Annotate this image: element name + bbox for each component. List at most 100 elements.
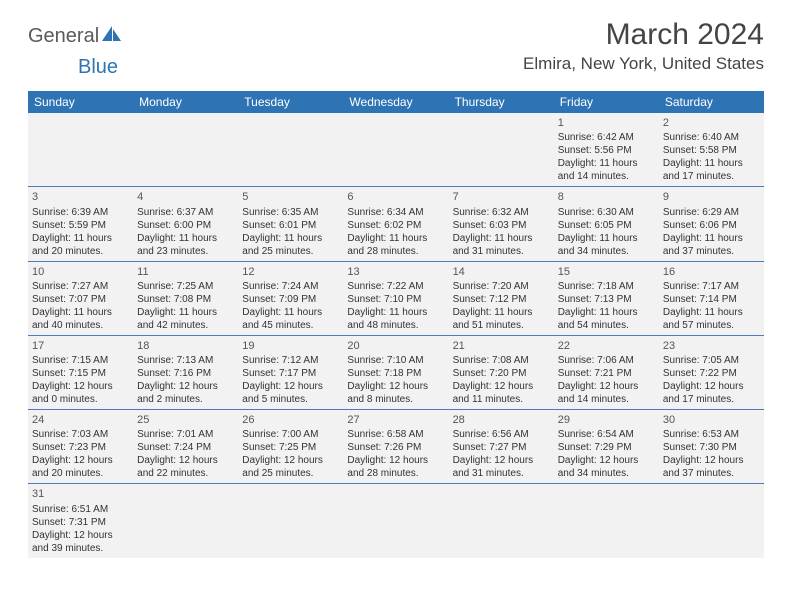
day-number: 17 — [32, 339, 129, 353]
col-thursday: Thursday — [449, 91, 554, 113]
day-info-line: Sunset: 7:27 PM — [453, 441, 550, 454]
day-info-line: Sunset: 6:00 PM — [137, 219, 234, 232]
day-cell: 24Sunrise: 7:03 AMSunset: 7:23 PMDayligh… — [28, 410, 133, 484]
col-saturday: Saturday — [659, 91, 764, 113]
logo: General — [28, 24, 123, 48]
day-info-line: Sunrise: 7:24 AM — [242, 280, 339, 293]
day-info-line: Sunset: 7:31 PM — [32, 516, 129, 529]
day-info-line: and 37 minutes. — [663, 245, 760, 258]
day-info-line: Daylight: 12 hours — [242, 380, 339, 393]
day-info-line: Sunset: 7:21 PM — [558, 367, 655, 380]
day-info-line: Daylight: 12 hours — [558, 380, 655, 393]
day-number: 23 — [663, 339, 760, 353]
day-cell: 28Sunrise: 6:56 AMSunset: 7:27 PMDayligh… — [449, 410, 554, 484]
col-monday: Monday — [133, 91, 238, 113]
day-cell — [133, 113, 238, 187]
day-info-line: Daylight: 12 hours — [32, 454, 129, 467]
day-info-line: Sunset: 7:26 PM — [347, 441, 444, 454]
day-info-line: Sunset: 7:15 PM — [32, 367, 129, 380]
day-cell: 7 Sunrise: 6:32 AMSunset: 6:03 PMDaylight… — [449, 187, 554, 261]
day-info-line: Daylight: 11 hours — [137, 306, 234, 319]
day-number: 5 — [242, 190, 339, 204]
day-cell: 14Sunrise: 7:20 AMSunset: 7:12 PMDayligh… — [449, 261, 554, 335]
day-info-line: Daylight: 11 hours — [453, 232, 550, 245]
day-info-line: and 25 minutes. — [242, 467, 339, 480]
day-number: 3 — [32, 190, 129, 204]
day-info-line: Sunrise: 6:32 AM — [453, 206, 550, 219]
week-row: 17Sunrise: 7:15 AMSunset: 7:15 PMDayligh… — [28, 335, 764, 409]
logo-text-general: General — [28, 25, 99, 48]
day-number: 21 — [453, 339, 550, 353]
sail-icon — [101, 25, 123, 48]
day-info-line: Daylight: 12 hours — [347, 380, 444, 393]
day-cell: 27Sunrise: 6:58 AMSunset: 7:26 PMDayligh… — [343, 410, 448, 484]
day-info-line: Daylight: 12 hours — [663, 380, 760, 393]
day-info-line: Daylight: 12 hours — [453, 454, 550, 467]
day-cell — [133, 484, 238, 558]
day-number: 26 — [242, 413, 339, 427]
day-cell: 2Sunrise: 6:40 AMSunset: 5:58 PMDaylight… — [659, 113, 764, 187]
day-info-line: Sunset: 7:24 PM — [137, 441, 234, 454]
day-info-line: and 28 minutes. — [347, 245, 444, 258]
day-info-line: Sunrise: 6:56 AM — [453, 428, 550, 441]
day-cell — [343, 113, 448, 187]
day-cell — [449, 113, 554, 187]
day-info-line: Daylight: 11 hours — [137, 232, 234, 245]
day-info-line: Sunrise: 7:25 AM — [137, 280, 234, 293]
col-friday: Friday — [554, 91, 659, 113]
day-info-line: Sunrise: 7:12 AM — [242, 354, 339, 367]
day-info-line: and 57 minutes. — [663, 319, 760, 332]
day-info-line: Sunset: 7:09 PM — [242, 293, 339, 306]
day-cell: 22Sunrise: 7:06 AMSunset: 7:21 PMDayligh… — [554, 335, 659, 409]
day-info-line: Sunset: 7:08 PM — [137, 293, 234, 306]
day-info-line: Daylight: 12 hours — [32, 529, 129, 542]
day-info-line: Sunrise: 7:18 AM — [558, 280, 655, 293]
day-cell: 21Sunrise: 7:08 AMSunset: 7:20 PMDayligh… — [449, 335, 554, 409]
day-info-line: Sunrise: 6:35 AM — [242, 206, 339, 219]
day-info-line: Sunrise: 7:08 AM — [453, 354, 550, 367]
day-info-line: Daylight: 11 hours — [347, 306, 444, 319]
day-cell: 3Sunrise: 6:39 AMSunset: 5:59 PMDaylight… — [28, 187, 133, 261]
day-info-line: Sunrise: 7:17 AM — [663, 280, 760, 293]
day-cell: 8Sunrise: 6:30 AMSunset: 6:05 PMDaylight… — [554, 187, 659, 261]
day-cell: 15Sunrise: 7:18 AMSunset: 7:13 PMDayligh… — [554, 261, 659, 335]
day-info-line: Sunrise: 7:06 AM — [558, 354, 655, 367]
day-number: 10 — [32, 265, 129, 279]
day-cell: 4Sunrise: 6:37 AMSunset: 6:00 PMDaylight… — [133, 187, 238, 261]
day-info-line: and 51 minutes. — [453, 319, 550, 332]
day-info-line: Sunrise: 6:37 AM — [137, 206, 234, 219]
day-info-line: Sunrise: 6:34 AM — [347, 206, 444, 219]
day-number: 14 — [453, 265, 550, 279]
day-info-line: and 23 minutes. — [137, 245, 234, 258]
day-number: 2 — [663, 116, 760, 130]
day-cell: 18Sunrise: 7:13 AMSunset: 7:16 PMDayligh… — [133, 335, 238, 409]
day-info-line: Daylight: 12 hours — [137, 454, 234, 467]
day-info-line: and 31 minutes. — [453, 467, 550, 480]
day-cell: 11Sunrise: 7:25 AMSunset: 7:08 PMDayligh… — [133, 261, 238, 335]
col-sunday: Sunday — [28, 91, 133, 113]
week-row: 10Sunrise: 7:27 AMSunset: 7:07 PMDayligh… — [28, 261, 764, 335]
day-info-line: and 45 minutes. — [242, 319, 339, 332]
day-info-line: Daylight: 12 hours — [242, 454, 339, 467]
day-info-line: Daylight: 11 hours — [558, 232, 655, 245]
day-info-line: Daylight: 12 hours — [663, 454, 760, 467]
day-cell: 12Sunrise: 7:24 AMSunset: 7:09 PMDayligh… — [238, 261, 343, 335]
day-info-line: and 40 minutes. — [32, 319, 129, 332]
day-info-line: Daylight: 12 hours — [453, 380, 550, 393]
day-info-line: Sunrise: 7:01 AM — [137, 428, 234, 441]
day-info-line: Sunset: 7:14 PM — [663, 293, 760, 306]
day-info-line: Sunrise: 7:20 AM — [453, 280, 550, 293]
day-info-line: and 20 minutes. — [32, 467, 129, 480]
day-info-line: Sunset: 7:07 PM — [32, 293, 129, 306]
day-info-line: Sunset: 6:02 PM — [347, 219, 444, 232]
week-row: 24Sunrise: 7:03 AMSunset: 7:23 PMDayligh… — [28, 410, 764, 484]
day-number: 6 — [347, 190, 444, 204]
day-info-line: Sunset: 6:03 PM — [453, 219, 550, 232]
day-number: 24 — [32, 413, 129, 427]
day-info-line: and 34 minutes. — [558, 467, 655, 480]
day-cell: 30Sunrise: 6:53 AMSunset: 7:30 PMDayligh… — [659, 410, 764, 484]
day-info-line: and 42 minutes. — [137, 319, 234, 332]
day-number: 7 — [453, 190, 550, 204]
day-cell: 6Sunrise: 6:34 AMSunset: 6:02 PMDaylight… — [343, 187, 448, 261]
day-cell — [343, 484, 448, 558]
